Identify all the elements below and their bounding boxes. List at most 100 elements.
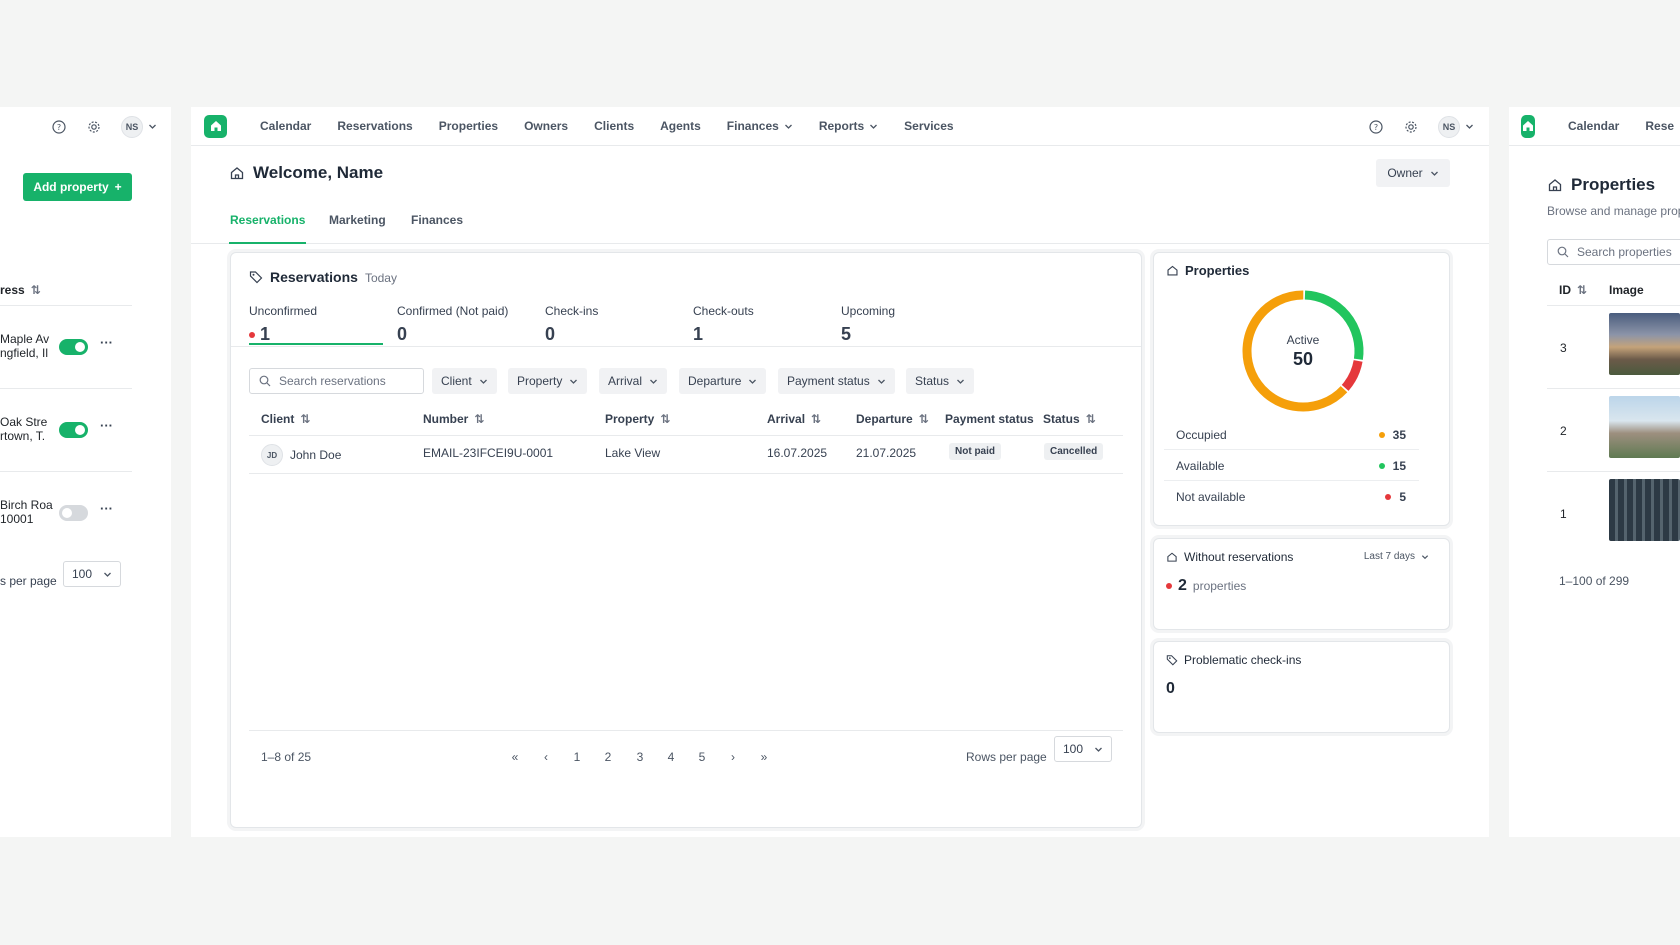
- chevron-down-icon[interactable]: [1465, 120, 1474, 134]
- address-column-header[interactable]: ress ⇅: [0, 283, 41, 297]
- page-title: Welcome, Name: [253, 163, 384, 182]
- table-row[interactable]: Birch Roa 10001 ···: [0, 472, 132, 555]
- first-page-icon[interactable]: «: [511, 750, 519, 764]
- help-icon[interactable]: ?: [51, 119, 67, 135]
- search-properties-input[interactable]: Search properties: [1547, 239, 1680, 265]
- column-header-departure[interactable]: Departure ⇅: [856, 412, 929, 426]
- svg-text:?: ?: [1374, 123, 1378, 132]
- add-property-button[interactable]: Add property +: [23, 173, 132, 201]
- search-reservations-input[interactable]: Search reservations: [249, 368, 424, 394]
- nav-calendar[interactable]: Calendar: [1568, 119, 1620, 133]
- chevron-down-icon: [957, 379, 964, 384]
- table-row[interactable]: [249, 436, 1123, 474]
- sort-icon: ⇅: [300, 412, 311, 426]
- more-options-icon[interactable]: ···: [100, 418, 113, 433]
- column-header-status[interactable]: Status ⇅: [1043, 412, 1096, 426]
- more-options-icon[interactable]: ···: [100, 335, 113, 350]
- column-header-number[interactable]: Number ⇅: [423, 412, 484, 426]
- legend-label: Available: [1176, 458, 1225, 473]
- nav-finances[interactable]: Finances: [727, 119, 793, 133]
- active-toggle[interactable]: [59, 339, 88, 355]
- client-name: John Doe: [290, 448, 342, 462]
- role-select[interactable]: Owner: [1376, 159, 1450, 187]
- column-label: Property: [605, 412, 655, 426]
- filter-property[interactable]: Property: [508, 368, 588, 394]
- column-header-id[interactable]: ID ⇅: [1559, 283, 1587, 297]
- column-header-property[interactable]: Property ⇅: [605, 412, 670, 426]
- filter-status[interactable]: Status: [906, 368, 975, 394]
- nav-reservations[interactable]: Rese: [1645, 119, 1675, 133]
- filter-departure[interactable]: Departure: [679, 368, 767, 394]
- departure-cell: 21.07.2025: [856, 446, 917, 460]
- nav-properties[interactable]: Properties: [438, 119, 499, 133]
- tab-reservations[interactable]: Reservations: [229, 213, 307, 244]
- address-line1: Maple Av: [0, 332, 50, 346]
- stat-label: Check-ins: [545, 304, 599, 318]
- stat-upcoming[interactable]: Upcoming 5: [841, 304, 895, 345]
- nav-agents[interactable]: Agents: [660, 119, 701, 133]
- more-options-icon[interactable]: ···: [100, 501, 113, 516]
- nav-services[interactable]: Services: [904, 119, 954, 133]
- role-select-value: Owner: [1387, 166, 1423, 180]
- stat-value: 5: [841, 324, 852, 344]
- right-topnav: Calendar Rese: [1509, 107, 1680, 146]
- gear-icon[interactable]: [1403, 119, 1419, 135]
- sort-icon: ⇅: [1085, 412, 1096, 426]
- property-cell: Lake View: [605, 446, 661, 460]
- page-5[interactable]: 5: [698, 750, 706, 764]
- stat-unconfirmed[interactable]: Unconfirmed 1: [249, 304, 383, 345]
- avatar[interactable]: NS: [1438, 116, 1460, 138]
- home-icon: [1167, 552, 1177, 562]
- stat-check-outs[interactable]: Check-outs 1: [693, 304, 754, 345]
- nav-clients[interactable]: Clients: [594, 119, 635, 133]
- property-image[interactable]: [1609, 479, 1680, 541]
- tab-finances[interactable]: Finances: [411, 213, 463, 227]
- address-line1: Birch Roa: [0, 498, 53, 512]
- tab-marketing[interactable]: Marketing: [329, 213, 386, 227]
- stat-confirmed-not-paid[interactable]: Confirmed (Not paid) 0: [397, 304, 508, 345]
- search-icon: [1557, 246, 1569, 258]
- filter-client[interactable]: Client: [432, 368, 497, 394]
- prev-page-icon[interactable]: ‹: [544, 750, 548, 764]
- active-toggle[interactable]: [59, 505, 88, 521]
- property-image[interactable]: [1609, 396, 1680, 458]
- home-logo-icon[interactable]: [204, 114, 227, 138]
- home-logo-icon[interactable]: [1521, 114, 1535, 138]
- nav-calendar[interactable]: Calendar: [260, 119, 312, 133]
- last-page-icon[interactable]: »: [760, 750, 768, 764]
- sort-icon: ⇅: [918, 412, 929, 426]
- help-icon[interactable]: ?: [1368, 119, 1384, 135]
- donut-segment-not-available: [1341, 359, 1363, 391]
- payment-status-cell: Not paid: [949, 443, 1001, 460]
- active-toggle[interactable]: [59, 422, 88, 438]
- table-row[interactable]: Maple Av ngfield, Il ···: [0, 306, 132, 389]
- filter-payment-status[interactable]: Payment status: [778, 368, 895, 394]
- filter-arrival[interactable]: Arrival: [599, 368, 668, 394]
- property-image[interactable]: [1609, 313, 1680, 375]
- avatar[interactable]: NS: [121, 116, 143, 138]
- period-select[interactable]: Last 7 days: [1364, 551, 1429, 562]
- page-3[interactable]: 3: [636, 750, 644, 764]
- stat-value: 1: [260, 324, 271, 344]
- gear-icon[interactable]: [86, 119, 102, 135]
- page-1[interactable]: 1: [573, 750, 581, 764]
- column-header-client[interactable]: Client ⇅: [261, 412, 310, 426]
- page-2[interactable]: 2: [604, 750, 612, 764]
- rows-per-page-select[interactable]: 100: [1054, 736, 1112, 762]
- divider: [249, 730, 1123, 731]
- nav-reports[interactable]: Reports: [819, 119, 878, 133]
- next-page-icon[interactable]: ›: [731, 750, 735, 764]
- chevron-down-icon[interactable]: [148, 120, 157, 134]
- column-header-arrival[interactable]: Arrival ⇅: [767, 412, 821, 426]
- table-row[interactable]: Oak Stre rtown, T. ···: [0, 389, 132, 472]
- reservations-card: Reservations Today Unconfirmed 1 Confirm…: [230, 252, 1142, 828]
- table-row[interactable]: [1547, 389, 1680, 472]
- filter-label: Departure: [688, 374, 742, 388]
- nav-owners[interactable]: Owners: [524, 119, 569, 133]
- rows-per-page-select[interactable]: 100: [63, 561, 121, 587]
- table-row[interactable]: [1547, 306, 1680, 389]
- nav-reservations[interactable]: Reservations: [337, 119, 413, 133]
- page-4[interactable]: 4: [667, 750, 675, 764]
- stat-check-ins[interactable]: Check-ins 0: [545, 304, 598, 345]
- without-reservations-title: Without reservations: [1184, 550, 1294, 564]
